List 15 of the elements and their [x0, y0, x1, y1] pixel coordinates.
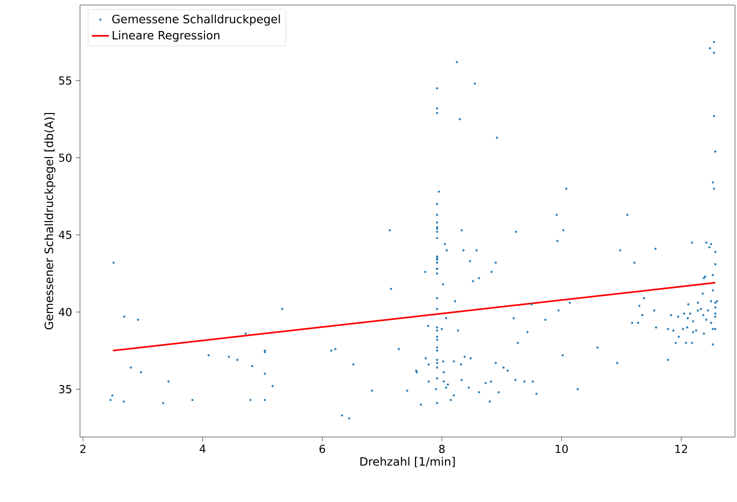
legend-label: Lineare Regression	[112, 30, 220, 42]
y-tick-label: 45	[58, 230, 72, 239]
y-tick-label: 50	[59, 154, 72, 162]
y-tick-label: 35	[59, 385, 72, 394]
y-tick-label: 55	[59, 76, 72, 85]
x-tick-label: 6	[320, 444, 326, 454]
x-tick-label: 12	[675, 444, 688, 453]
x-axis-title: Drehzahl [1/min]	[360, 456, 455, 468]
y-axis-title: Gemessener Schalldruckpegel [db(A)]	[44, 113, 56, 330]
y-tick-label: 40	[58, 308, 72, 316]
x-tick-label: 2	[80, 444, 86, 453]
x-tick-label: 10	[556, 444, 568, 454]
legend-label: Gemessene Schalldruckpegel	[112, 14, 280, 26]
x-tick-label: 4	[200, 444, 206, 453]
x-tick-label: 8	[439, 444, 445, 454]
